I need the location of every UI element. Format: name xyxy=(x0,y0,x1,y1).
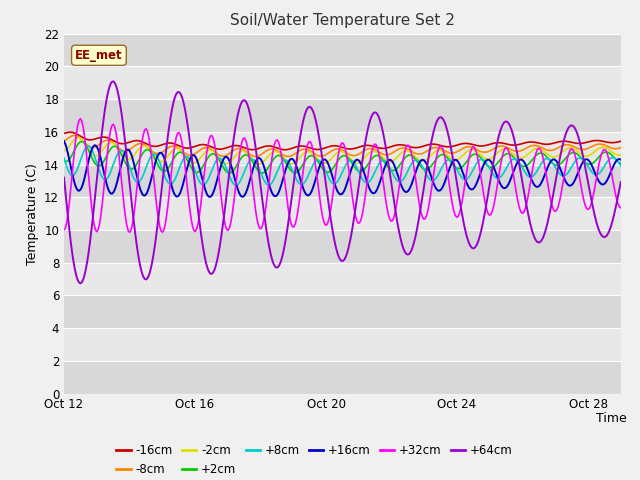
Bar xyxy=(64,1,621,34)
Bar xyxy=(64,263,621,295)
Bar xyxy=(64,295,621,328)
Bar xyxy=(64,66,621,99)
Text: EE_met: EE_met xyxy=(75,49,123,62)
Bar xyxy=(64,165,621,197)
Bar xyxy=(64,132,621,165)
Bar xyxy=(64,361,621,394)
Bar xyxy=(64,230,621,263)
Y-axis label: Temperature (C): Temperature (C) xyxy=(26,163,38,264)
Bar xyxy=(64,328,621,361)
Bar xyxy=(64,197,621,230)
Title: Soil/Water Temperature Set 2: Soil/Water Temperature Set 2 xyxy=(230,13,455,28)
Bar xyxy=(64,34,621,66)
Legend: -16cm, -8cm, -2cm, +2cm, +8cm, +16cm, +32cm, +64cm: -16cm, -8cm, -2cm, +2cm, +8cm, +16cm, +3… xyxy=(112,439,517,480)
X-axis label: Time: Time xyxy=(596,411,627,425)
Bar xyxy=(64,99,621,132)
